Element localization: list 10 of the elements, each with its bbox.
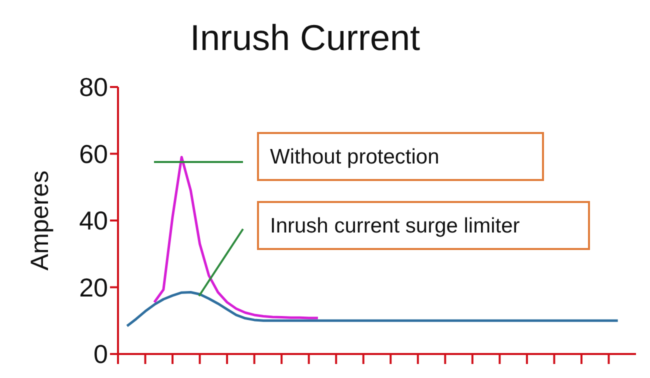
y-tick-label: 60 — [79, 138, 108, 169]
line-series — [126, 291, 620, 328]
y-axis-title: Amperes — [26, 170, 54, 271]
y-tick-label: 80 — [79, 72, 108, 102]
y-tick-label: 0 — [94, 339, 108, 370]
annotation: Without protection — [270, 146, 440, 168]
annotation: Inrush current surge limiter — [270, 214, 520, 238]
y-tick-label: 20 — [79, 272, 108, 302]
y-tick-label: 40 — [79, 206, 108, 236]
chart-title: Inrush Current — [190, 17, 420, 58]
